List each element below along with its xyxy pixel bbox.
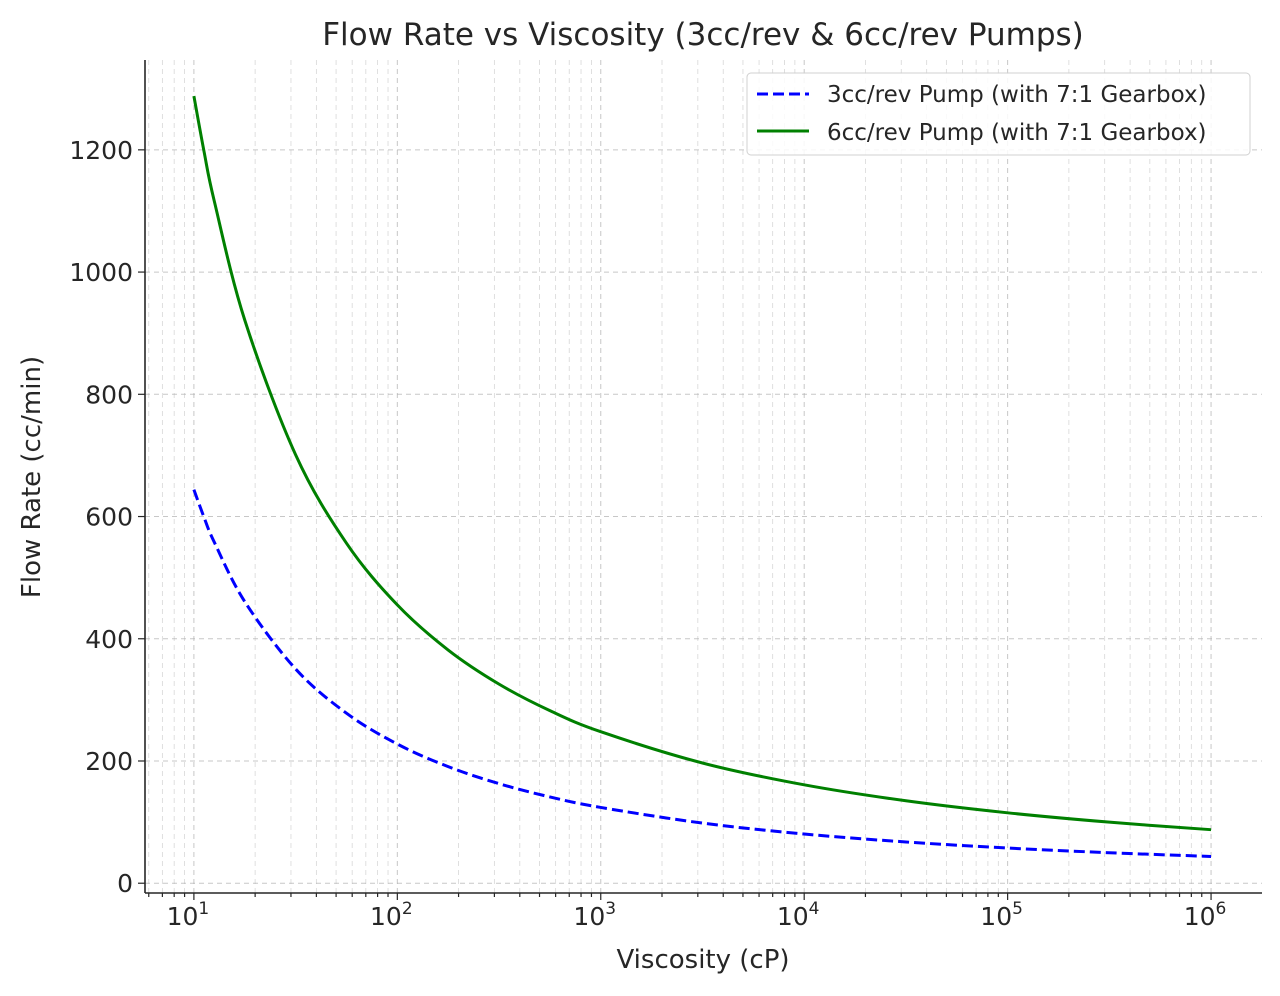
y-tick-label: 1200 (69, 136, 133, 165)
x-tick-label: 101 (167, 899, 210, 931)
x-tick-label: 102 (370, 899, 413, 931)
y-tick-label: 200 (85, 747, 133, 776)
y-tick-label: 600 (85, 503, 133, 532)
grid (145, 60, 1262, 893)
y-tick-label: 800 (85, 380, 133, 409)
y-axis-label: Flow Rate (cc/min) (17, 356, 47, 598)
chart-title: Flow Rate vs Viscosity (3cc/rev & 6cc/re… (322, 17, 1084, 53)
y-tick-label: 400 (85, 625, 133, 654)
y-tick-label: 0 (117, 869, 133, 898)
x-tick-label: 106 (1184, 899, 1227, 931)
x-tick-label: 103 (573, 899, 616, 931)
x-axis-label: Viscosity (cP) (616, 945, 789, 975)
x-tick-label: 105 (980, 899, 1023, 931)
legend-frame (746, 72, 1251, 156)
series-line-6cc (192, 95, 1212, 832)
x-tick-label: 104 (777, 899, 820, 931)
series-lines (192, 95, 1212, 858)
y-ticks: 0 200 400 600 800 1000 1200 (69, 136, 145, 898)
x-ticks: 101 102 103 104 105 106 (148, 893, 1227, 931)
legend: 3cc/rev Pump (with 7:1 Gearbox) 6cc/rev … (746, 72, 1251, 156)
legend-label-6cc: 6cc/rev Pump (with 7:1 Gearbox) (827, 120, 1207, 146)
y-tick-label: 1000 (69, 258, 133, 287)
series-line-3cc (192, 489, 1212, 858)
legend-label-3cc: 3cc/rev Pump (with 7:1 Gearbox) (827, 82, 1207, 108)
